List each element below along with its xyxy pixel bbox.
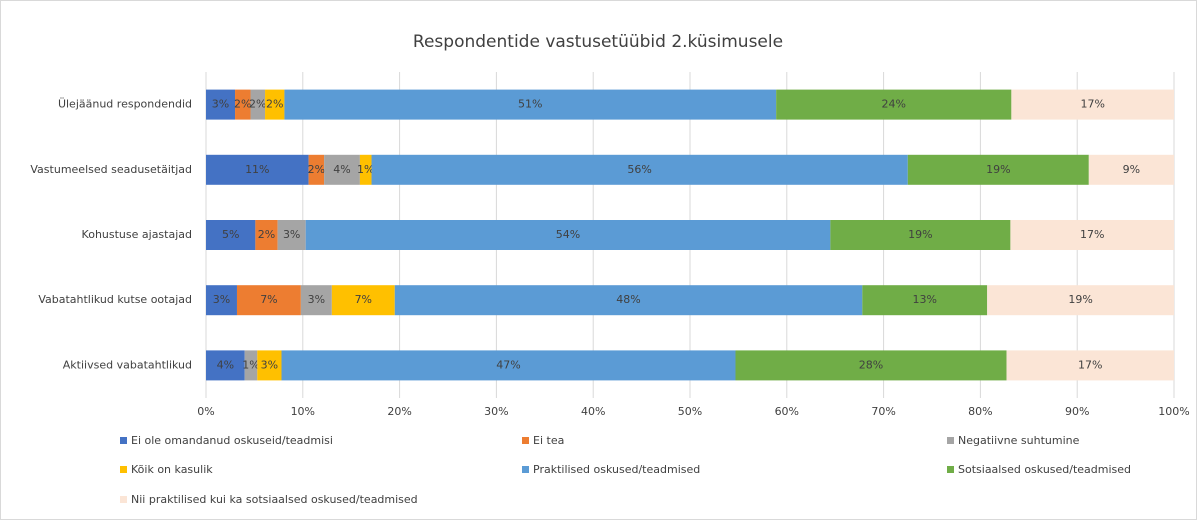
y-tick-label: Aktiivsed vabatahtlikud: [63, 358, 192, 371]
bar-segment: [1006, 350, 1174, 381]
data-label: 5%: [222, 228, 239, 241]
y-tick-label: Vabatahtlikud kutse ootajad: [38, 293, 192, 306]
bar-segment: [1010, 220, 1174, 250]
data-label: 56%: [627, 163, 651, 176]
y-tick-label: Vastumeelsed seadusetäitjad: [30, 163, 192, 176]
x-tick-label: 60%: [775, 405, 799, 418]
legend-label: Sotsiaalsed oskused/teadmised: [958, 463, 1131, 476]
data-label: 2%: [258, 228, 275, 241]
legend-swatch: [120, 437, 127, 444]
data-label: 48%: [616, 293, 640, 306]
legend-swatch: [947, 437, 954, 444]
data-label: 17%: [1078, 358, 1102, 371]
bar-segment: [206, 154, 309, 185]
data-label: 28%: [859, 358, 883, 371]
data-label: 13%: [913, 293, 937, 306]
bar-segment: [371, 154, 908, 185]
data-label: 24%: [882, 98, 906, 111]
bar-segment: [257, 350, 282, 381]
data-label: 1%: [242, 358, 259, 371]
bar-segment: [206, 220, 256, 250]
bar-segment: [265, 89, 285, 120]
legend-label: Ei ole omandanud oskuseid/teadmisi: [131, 434, 333, 447]
data-label: 3%: [213, 293, 230, 306]
legend-swatch: [947, 466, 954, 473]
bar-segment: [1088, 154, 1174, 185]
y-tick-label: Ülejäänud respondendid: [58, 98, 192, 111]
data-label: 3%: [261, 358, 278, 371]
legend-label: Nii praktilised kui ka sotsiaalsed oskus…: [131, 493, 418, 506]
data-label: 47%: [496, 358, 520, 371]
bar-segment: [300, 285, 332, 316]
x-tick-label: 50%: [678, 405, 702, 418]
data-label: 3%: [283, 228, 300, 241]
bar-segment: [206, 285, 237, 316]
x-tick-label: 80%: [968, 405, 992, 418]
data-label: 2%: [234, 98, 251, 111]
legend-label: Negatiivne suhtumine: [958, 434, 1080, 447]
bar-segment: [394, 285, 863, 316]
x-tick-label: 20%: [387, 405, 411, 418]
bar-segment: [250, 89, 266, 120]
data-label: 54%: [556, 228, 580, 241]
legend-label: Ei tea: [533, 434, 564, 447]
bar-segment: [735, 350, 1007, 381]
data-label: 4%: [217, 358, 234, 371]
data-label: 2%: [308, 163, 325, 176]
x-tick-label: 90%: [1065, 405, 1089, 418]
bar-segment: [206, 89, 236, 120]
data-label: 2%: [266, 98, 283, 111]
x-tick-label: 70%: [871, 405, 895, 418]
data-label: 19%: [908, 228, 932, 241]
data-label: 2%: [249, 98, 266, 111]
bar-segment: [281, 350, 736, 381]
data-label: 3%: [212, 98, 229, 111]
bar-segment: [308, 154, 325, 185]
bar-segment: [324, 154, 360, 185]
legend-label: Kõik on kasulik: [131, 463, 213, 476]
data-label: 17%: [1080, 228, 1104, 241]
data-label: 4%: [333, 163, 350, 176]
data-label: 7%: [355, 293, 372, 306]
data-label: 51%: [518, 98, 542, 111]
data-label: 7%: [260, 293, 277, 306]
bar-segment: [862, 285, 988, 316]
bar-segment: [284, 89, 777, 120]
legend-swatch: [120, 466, 127, 473]
bar-segment: [1011, 89, 1174, 120]
x-tick-label: 0%: [197, 405, 214, 418]
bar-segment: [987, 285, 1174, 316]
bar-segment: [830, 220, 1011, 250]
bar-segment: [236, 285, 301, 316]
x-tick-label: 40%: [581, 405, 605, 418]
y-tick-label: Kohustuse ajastajad: [82, 228, 192, 241]
bar-segment: [255, 220, 278, 250]
bar-segment: [277, 220, 306, 250]
bar-segment: [206, 350, 245, 381]
data-label: 19%: [986, 163, 1010, 176]
data-label: 3%: [308, 293, 325, 306]
data-label: 1%: [357, 163, 374, 176]
legend-swatch: [120, 496, 127, 503]
x-tick-label: 30%: [484, 405, 508, 418]
data-label: 9%: [1123, 163, 1140, 176]
legend-label: Praktilised oskused/teadmised: [533, 463, 700, 476]
data-label: 11%: [245, 163, 269, 176]
bar-segment: [235, 89, 251, 120]
legend-swatch: [522, 437, 529, 444]
bar-segment: [359, 154, 372, 185]
data-label: 19%: [1068, 293, 1092, 306]
x-tick-label: 100%: [1158, 405, 1189, 418]
legend-swatch: [522, 466, 529, 473]
bar-segment: [331, 285, 395, 316]
bar-segment: [305, 220, 831, 250]
bar-segment: [776, 89, 1012, 120]
data-label: 17%: [1080, 98, 1104, 111]
x-tick-label: 10%: [291, 405, 315, 418]
bar-segment: [907, 154, 1089, 185]
chart-title: Respondentide vastusetüübid 2.küsimusele: [413, 32, 783, 52]
bar-segment: [244, 350, 258, 381]
